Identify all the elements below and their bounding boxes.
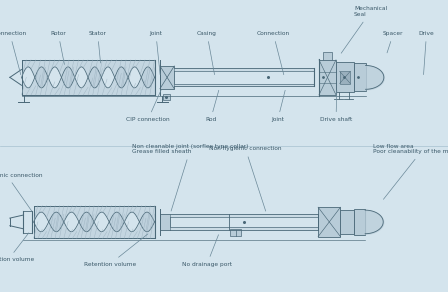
Text: Mechanical
Seal: Mechanical Seal [341,6,387,53]
Bar [160,66,174,89]
Text: Joint: Joint [150,31,162,75]
Text: Casing: Casing [197,31,217,75]
Text: Drive: Drive [418,31,435,75]
Bar [160,213,170,230]
Text: Rotor: Rotor [50,31,66,65]
Text: Low flow area
Poor cleanability of the mech seal: Low flow area Poor cleanability of the m… [373,144,448,199]
Text: Joint: Joint [271,90,285,122]
Text: Rod: Rod [205,90,219,122]
Bar [336,62,354,92]
Text: Drive shaft: Drive shaft [320,91,352,122]
Bar [340,210,354,234]
Bar [318,207,340,237]
Text: Non hygienic connection: Non hygienic connection [0,173,43,211]
Bar [319,60,336,95]
Bar [323,52,332,60]
Text: Stator: Stator [89,31,107,63]
Bar [163,94,170,100]
Text: Non cleanable joint (sorflex type collar)
Grease filled sheath: Non cleanable joint (sorflex type collar… [132,144,249,211]
Bar [354,63,366,91]
Text: Non hygienic connection: Non hygienic connection [209,146,282,211]
Bar [354,208,365,235]
Text: Spacer: Spacer [383,31,404,53]
Text: Connection: Connection [257,31,290,75]
Text: No drainage port: No drainage port [182,235,232,267]
Bar [340,71,350,84]
Text: Retention volume: Retention volume [84,234,148,267]
Bar [230,229,241,236]
Text: Connection: Connection [0,31,26,75]
Text: Retention volume: Retention volume [0,233,34,263]
Text: CIP connection: CIP connection [126,90,170,122]
